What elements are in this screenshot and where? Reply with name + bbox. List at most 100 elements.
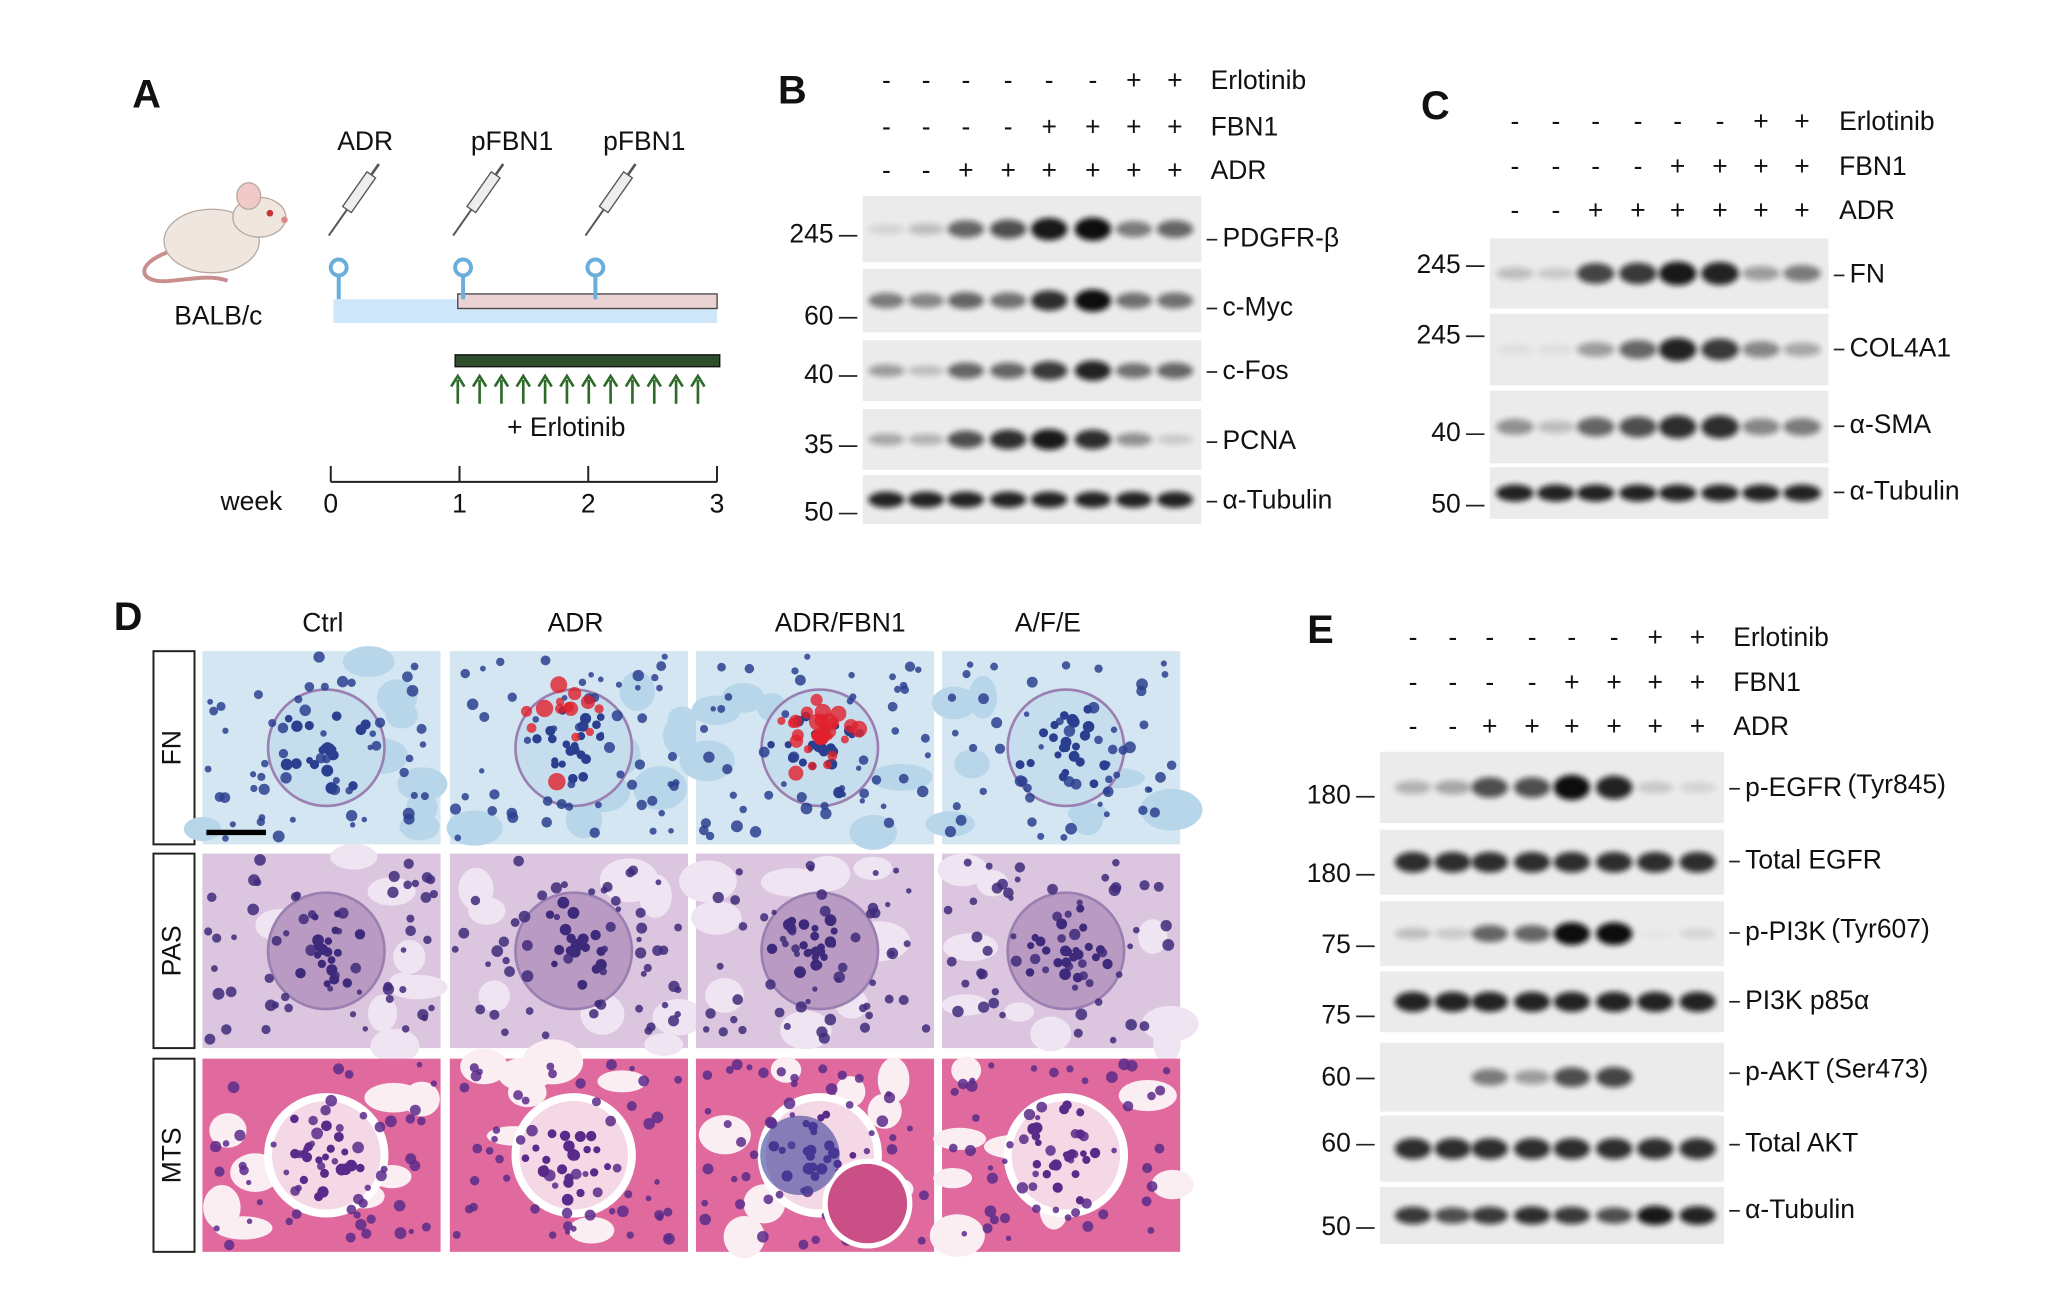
blot-band [1394,991,1432,1012]
nucleus [485,1146,494,1155]
nucleus [616,770,625,779]
glomerular-nucleus [557,1164,568,1175]
dose-arrow-head [450,373,466,388]
nucleus [865,1011,873,1020]
glomerular-nucleus [284,714,293,723]
nucleus [1070,778,1082,790]
nucleus [313,651,325,663]
glomerular-nucleus [547,1129,557,1139]
nucleus [1023,783,1032,793]
nucleus [1103,811,1110,818]
syringe-needle [452,208,473,237]
glomerular-nucleus [320,1168,330,1178]
nucleus [718,1027,728,1037]
nucleus [1154,1143,1165,1154]
nucleus [1111,1147,1117,1154]
nucleus [502,956,510,965]
nucleus [1014,862,1026,873]
nucleus [475,1004,486,1015]
nucleus [308,1115,318,1126]
glomerular-nucleus [1083,704,1093,714]
tubule [498,1057,553,1092]
glomerular-nucleus [532,734,542,744]
treatment-sign: + [1085,112,1100,142]
axis-label: week [220,486,284,516]
nucleus [1032,1204,1041,1214]
tubule [644,1033,684,1056]
nucleus [458,927,470,939]
glomerular-nucleus [331,926,340,935]
nucleus [548,1231,557,1239]
nucleus [876,1115,889,1127]
nucleus [283,1169,290,1176]
nucleus [399,985,407,994]
syringe-needle [584,208,605,237]
treatment-sign: - [1610,622,1619,652]
nucleus [969,1077,976,1084]
nucleus [589,1008,599,1019]
treatment-sign: + [1167,65,1182,95]
nucleus [430,1080,437,1087]
nucleus [1036,1101,1048,1113]
nucleus [204,765,212,773]
nucleus [1061,661,1071,670]
blot-band [1783,418,1821,436]
syringe-plunger [370,163,380,176]
treatment-sign: + [1564,667,1579,697]
nucleus [374,717,386,728]
glomerular-nucleus [1031,1131,1041,1141]
tubule [954,749,990,779]
glomerular-nucleus [817,1114,825,1122]
nucleus [732,994,744,1005]
tubule [853,856,893,880]
blot-band [1394,1206,1432,1225]
nucleus [421,1222,431,1232]
glomerular-nucleus [326,1144,335,1153]
nucleus [868,1130,875,1137]
panel-label: D [114,595,143,639]
fn-stain [789,714,803,728]
tubule [698,1115,751,1155]
nucleus [257,772,266,781]
nucleus [606,1059,617,1071]
blot-band [1434,1207,1471,1224]
nucleus [962,670,971,679]
blot-band [947,292,985,309]
nucleus [1162,1067,1171,1075]
nucleus [757,1230,769,1243]
dose-arrow-head [668,373,684,388]
nucleus [562,1221,573,1231]
glomerular-nucleus [545,725,556,736]
nucleus [1064,1214,1072,1222]
nucleus [400,947,407,953]
nucleus [384,1115,397,1128]
nucleus [889,673,896,681]
nucleus [699,724,709,733]
treatment-sign: - [1045,65,1054,95]
blot-band [1074,429,1112,450]
nucleus [783,1097,796,1110]
nucleus [758,746,770,758]
tubule [691,900,742,935]
tubule [933,1127,987,1150]
nucleus [825,1083,838,1095]
nucleus [289,816,296,823]
nucleus [971,931,983,943]
fn-stain [789,734,804,748]
row-label: FN [156,730,186,765]
treatment-sign: + [1482,711,1497,741]
glomerular-nucleus [1050,720,1059,730]
nucleus [611,710,623,722]
nucleus [656,1213,664,1222]
glomerular-nucleus [341,1148,349,1156]
nucleus [632,669,644,682]
nucleus [1153,881,1164,892]
nucleus [1102,786,1114,798]
blot-band [989,429,1027,450]
nucleus [1141,1196,1152,1207]
nucleus [744,663,755,674]
treatment-sign: - [1088,65,1097,95]
nucleus [764,790,774,800]
mouse-ear [236,182,262,210]
